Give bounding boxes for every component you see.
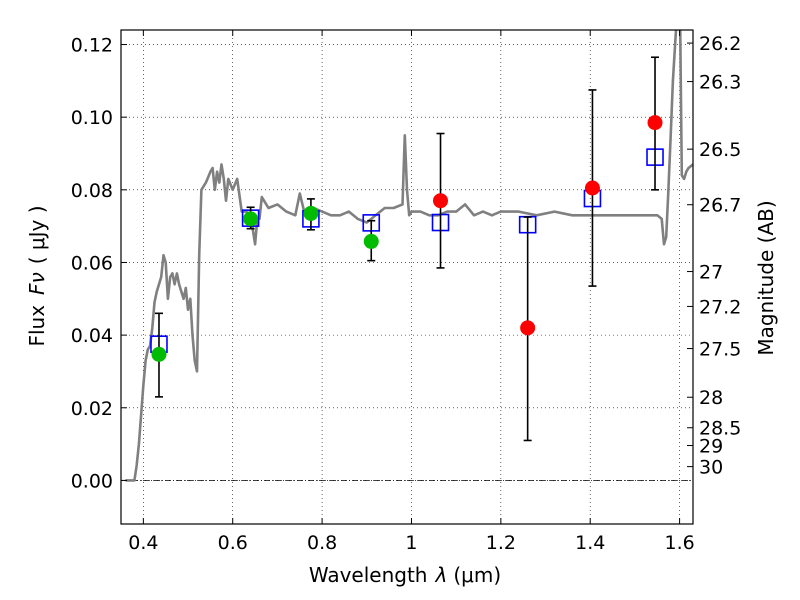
y-tick-label: 0.10 <box>71 107 113 129</box>
mag-tick-label: 30 <box>699 457 723 479</box>
x-axis-label: Wavelength λ (μm) <box>309 563 501 587</box>
mag-tick-label: 26.7 <box>699 195 741 217</box>
x-tick-label: 1.6 <box>664 532 694 554</box>
mag-tick-label: 26.5 <box>699 139 741 161</box>
y-axis-label: Flux Fν ( μJy ) <box>25 205 49 346</box>
y-axis-label-symbol: Fν <box>25 272 49 295</box>
model-spectrum-line <box>125 30 693 482</box>
observed-hst-point <box>303 205 319 221</box>
observed-hst-point <box>363 233 379 249</box>
y-tick-label: 0.04 <box>71 325 113 347</box>
observed-ir-point <box>520 320 536 336</box>
axes: 0.4 0.6 0.8 1 1.2 1.4 1.6 0.00 0.02 0.04 0.06 0.08 0… <box>71 30 741 554</box>
x-tick-label: 1.2 <box>486 532 516 554</box>
y-tick-label: 0.12 <box>71 35 113 57</box>
mag-tick-label: 27 <box>699 262 723 284</box>
mag-tick-label: 27.5 <box>699 339 741 361</box>
observed-hst-point <box>151 346 167 362</box>
mag-tick-label: 29 <box>699 436 723 458</box>
plot-frame <box>120 29 694 525</box>
observed-ir-point <box>433 193 449 209</box>
x-tick-label: 0.6 <box>218 532 248 554</box>
observed-hst-point <box>243 211 259 227</box>
mag-tick-label: 26.3 <box>699 72 741 94</box>
x-tick-label: 1 <box>405 532 417 554</box>
y-tick-label: 0.08 <box>71 180 113 202</box>
grid <box>121 30 693 524</box>
right-axis-label: Magnitude (AB) <box>754 200 778 355</box>
x-tick-label: 0.4 <box>128 532 158 554</box>
x-tick-label: 1.4 <box>575 532 605 554</box>
mag-tick-label: 26.2 <box>699 33 741 55</box>
observed-ir-point <box>584 180 600 196</box>
mag-tick-label: 28 <box>699 387 723 409</box>
mag-tick-label: 28.5 <box>699 418 741 440</box>
observed-ir-point <box>647 115 663 131</box>
y-tick-label: 0.06 <box>71 252 113 274</box>
y-axis-label-unit: ( μJy ) <box>25 205 49 264</box>
y-tick-label: 0.00 <box>71 470 113 492</box>
x-axis-label-unit: (μm) <box>453 563 501 587</box>
y-tick-label: 0.02 <box>71 398 113 420</box>
x-axis-label-text: Wavelength <box>309 563 428 587</box>
plot-area <box>125 30 693 482</box>
x-axis-label-symbol: λ <box>435 563 448 587</box>
y-axis-label-text: Flux <box>25 305 49 347</box>
mag-tick-label: 27.2 <box>699 296 741 318</box>
x-tick-label: 0.8 <box>307 532 337 554</box>
